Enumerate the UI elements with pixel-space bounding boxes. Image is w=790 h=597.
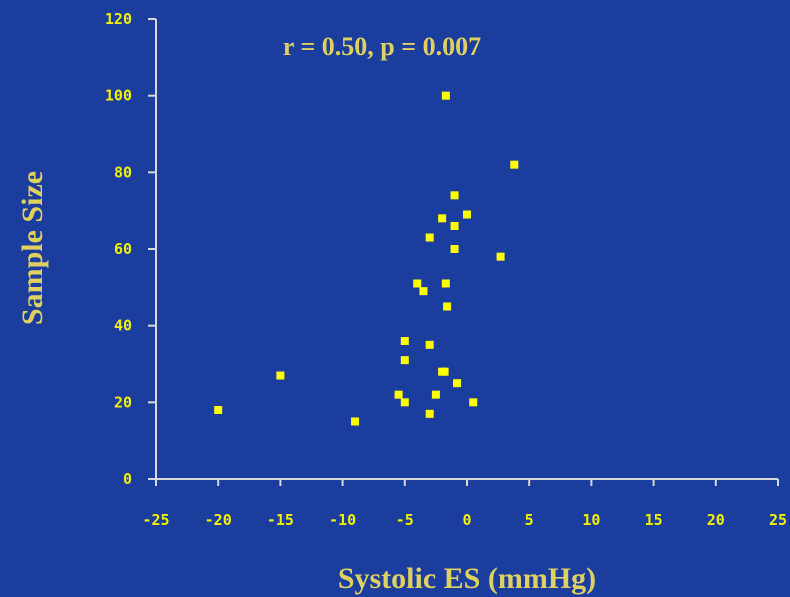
correlation-annotation: r = 0.50, p = 0.007 [283, 32, 481, 61]
data-point [413, 279, 422, 288]
x-axis-title: Systolic ES (mmHg) [338, 562, 596, 595]
x-tick-label: -20 [205, 511, 232, 529]
y-tick-label: 120 [105, 10, 132, 28]
x-tick-label: -10 [329, 511, 356, 529]
y-axis-title: Sample Size [16, 171, 49, 325]
y-tick-label: 60 [114, 240, 132, 258]
x-tick-label: 0 [462, 511, 471, 529]
data-point [496, 252, 505, 261]
x-tick-label: 5 [525, 511, 534, 529]
x-tick-label: -5 [396, 511, 414, 529]
x-tick-label: 10 [582, 511, 600, 529]
x-tick-label: -15 [267, 511, 294, 529]
data-point [400, 356, 409, 365]
data-point [425, 409, 434, 418]
x-tick-label: 20 [707, 511, 725, 529]
y-tick-label: 20 [114, 393, 132, 411]
y-tick-label: 100 [105, 87, 132, 105]
x-tick-label: -25 [142, 511, 169, 529]
data-point [469, 398, 478, 407]
data-point [441, 91, 450, 100]
data-point [276, 371, 285, 380]
data-point [450, 245, 459, 253]
data-point [400, 337, 409, 345]
data-point [431, 390, 440, 399]
x-tick-label: 25 [769, 511, 787, 529]
data-point [425, 233, 434, 242]
data-point [440, 367, 449, 376]
data-point [394, 390, 403, 399]
data-point [463, 210, 471, 219]
data-point [419, 287, 428, 296]
axes: -25 -20 -15 -10 -5 0 5 10 15 20 25 0 20 40 60 80 100 120 [105, 10, 787, 529]
data-point [214, 406, 223, 414]
data-point [453, 379, 462, 388]
data-point [443, 302, 452, 311]
data-points [214, 91, 519, 426]
data-point [450, 222, 459, 230]
data-point [351, 417, 360, 426]
data-point [438, 214, 447, 223]
data-point [441, 279, 450, 288]
data-point [400, 398, 409, 407]
y-tick-label: 40 [114, 317, 132, 335]
data-point [425, 340, 434, 349]
y-tick-label: 0 [123, 470, 132, 488]
y-tick-label: 80 [114, 163, 132, 181]
x-tick-label: 15 [645, 511, 663, 529]
data-point [510, 160, 519, 169]
data-point [450, 191, 459, 200]
